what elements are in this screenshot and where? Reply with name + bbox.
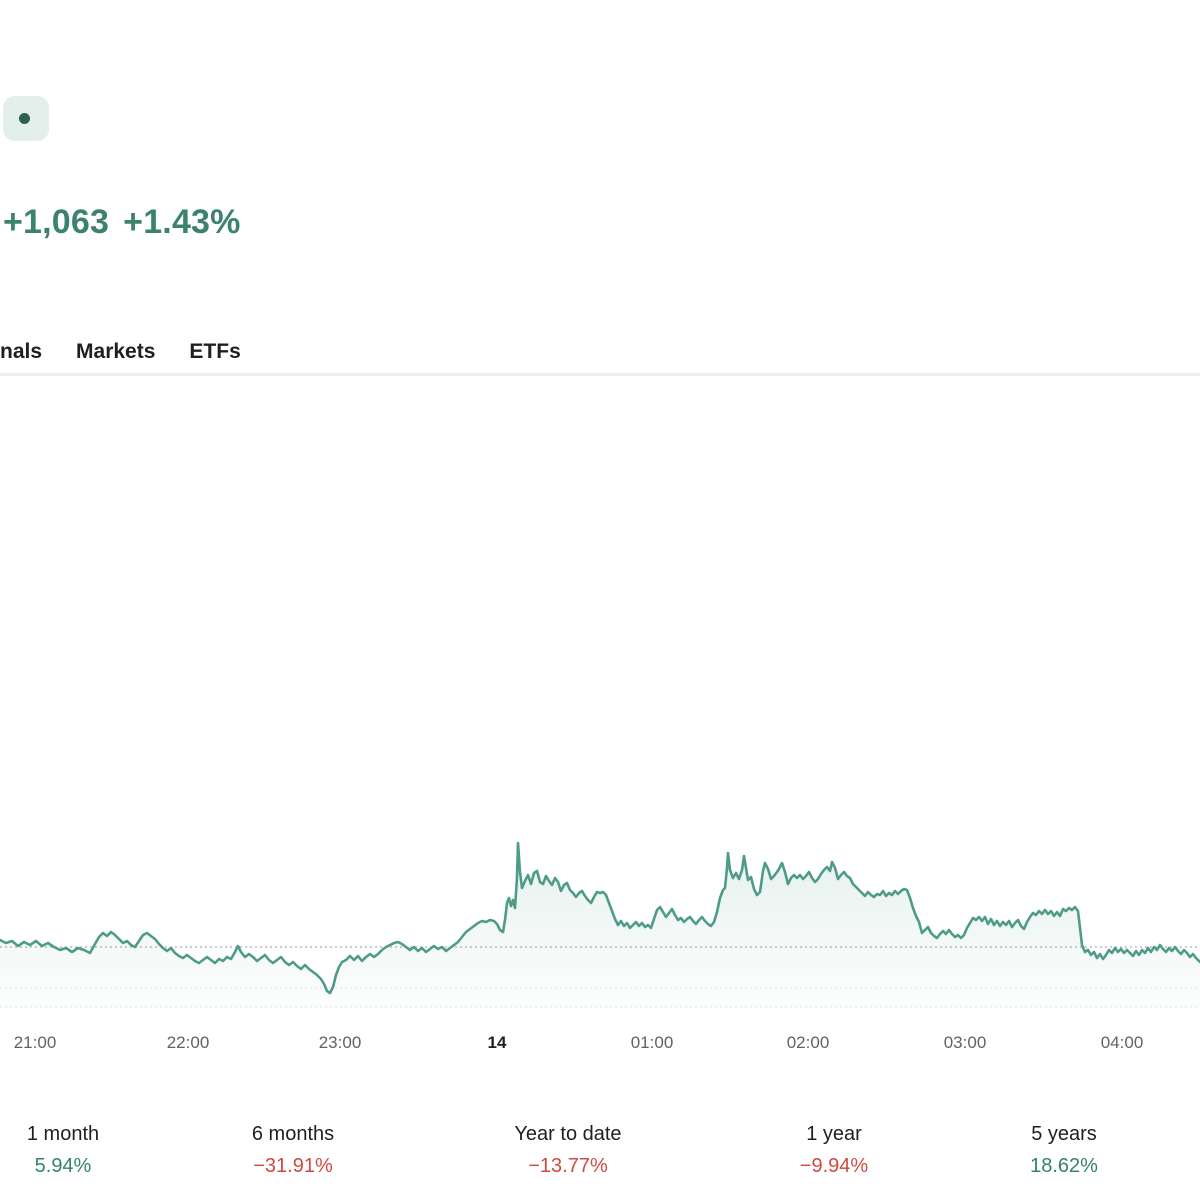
chart-line (0, 841, 1200, 995)
stat-value: 5.94% (34, 1155, 92, 1177)
x-axis-tick: 02:00 (786, 1033, 830, 1052)
stat-item: 6 months −31.91% (252, 1122, 334, 1178)
performance-stats: 1 month 5.94% 6 months −31.91% Year to date −… (0, 1122, 1200, 1186)
stat-value: −31.91% (253, 1155, 333, 1177)
stat-item: 5 years 18.62% (1030, 1122, 1098, 1178)
price-chart-svg[interactable] (0, 380, 1200, 1020)
tab-etfs[interactable]: ETFs (189, 340, 241, 363)
stat-label: Year to date (514, 1123, 622, 1145)
stat-label: 6 months (251, 1123, 335, 1145)
x-axis-tick: 01:00 (630, 1033, 674, 1052)
asset-icon-badge (3, 96, 49, 141)
stat-item: Year to date −13.77% (514, 1122, 621, 1178)
price-chart[interactable] (0, 380, 1200, 1020)
price-change-percent: +1.43% (123, 203, 241, 241)
price-change: +1,063 +1.43% (3, 203, 241, 242)
chart-area-fill (0, 843, 1200, 1012)
tab-fundamentals-partial[interactable]: nals (0, 340, 43, 363)
x-axis-tick: 23:00 (318, 1033, 362, 1052)
stat-value: −9.94% (799, 1155, 869, 1177)
stat-value: −13.77% (528, 1155, 608, 1177)
price-change-absolute: +1,063 (3, 203, 110, 241)
stat-label: 1 year (806, 1123, 862, 1145)
x-axis: 21:00 22:00 23:00 14 01:00 02:00 03:00 04:00 (0, 1033, 1200, 1057)
stat-label: 5 years (1031, 1123, 1097, 1145)
section-tabs: nals Markets ETFs (0, 341, 241, 363)
tabs-divider (0, 373, 1200, 376)
x-axis-tick: 14 (487, 1033, 507, 1052)
x-axis-tick: 03:00 (943, 1033, 987, 1052)
stat-item: 1 month 5.94% (27, 1122, 99, 1178)
stat-value: 18.62% (1030, 1155, 1098, 1177)
stat-item: 1 year −9.94% (800, 1122, 868, 1178)
x-axis-tick: 22:00 (166, 1033, 210, 1052)
x-axis-tick: 21:00 (13, 1033, 57, 1052)
asset-dot-icon (19, 113, 30, 124)
x-axis-tick: 04:00 (1100, 1033, 1144, 1052)
tab-markets[interactable]: Markets (76, 340, 156, 363)
stat-label: 1 month (26, 1123, 100, 1145)
